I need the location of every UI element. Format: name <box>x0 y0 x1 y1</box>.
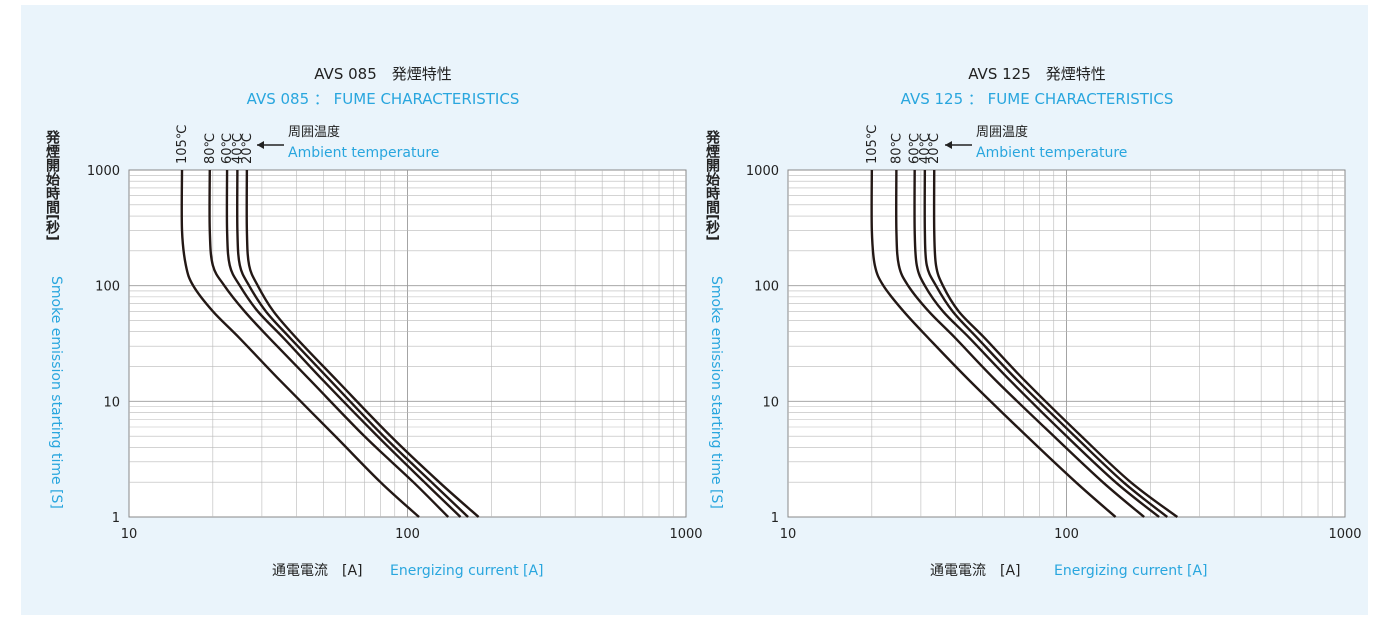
x-tick-label: 10 <box>780 527 797 542</box>
chart-title-en: AVS 085 ： FUME CHARACTERISTICS <box>247 90 520 108</box>
y-tick-label: 100 <box>95 280 120 295</box>
annotation-arrow <box>945 141 972 149</box>
x-axis-label-jp: 通電電流 [A] <box>930 563 1021 579</box>
series-label: 40℃ <box>918 133 933 164</box>
x-tick-label: 1000 <box>1328 527 1361 542</box>
chart-title-jp: AVS 085 発煙特性 <box>314 65 451 83</box>
annotation-arrow <box>257 141 284 149</box>
annotation-en: Ambient temperature <box>976 145 1127 161</box>
y-tick-label: 10 <box>762 395 779 410</box>
series-label: 60℃ <box>908 133 923 164</box>
chart-title-jp: AVS 125 発煙特性 <box>968 65 1105 83</box>
curve-105c <box>870 169 1117 518</box>
chart-title-en: AVS 125 ： FUME CHARACTERISTICS <box>901 90 1174 108</box>
y-axis-label-en: Smoke emission starting time [S] <box>708 276 724 509</box>
series-label: 80℃ <box>203 133 218 164</box>
series-label: 60℃ <box>220 133 235 164</box>
curve-40c <box>923 169 1168 518</box>
series-label: 105℃ <box>175 125 190 164</box>
annotation-jp: 周囲温度 <box>288 124 340 140</box>
y-tick-label: 1000 <box>87 164 120 179</box>
curve-20c <box>932 169 1179 518</box>
x-tick-label: 100 <box>395 527 420 542</box>
series-label: 20℃ <box>240 133 255 164</box>
x-tick-label: 1000 <box>669 527 702 542</box>
y-axis-label-jp: 発煙開始時間[秒] <box>704 129 721 240</box>
series-label: 80℃ <box>889 133 904 164</box>
series-label: 105℃ <box>865 125 880 164</box>
annotation-jp: 周囲温度 <box>976 124 1028 140</box>
plot-area <box>787 169 1346 518</box>
x-axis-label-jp: 通電電流 [A] <box>272 563 363 579</box>
curve-60c <box>225 169 462 518</box>
y-tick-label: 1000 <box>746 164 779 179</box>
series-label: 20℃ <box>927 133 942 164</box>
x-tick-label: 100 <box>1054 527 1079 542</box>
y-tick-label: 1 <box>771 511 779 526</box>
curve-80c <box>895 169 1145 518</box>
y-axis-label-jp: 発煙開始時間[秒] <box>44 129 61 240</box>
chart-avs085: AVS 085 発煙特性 AVS 085 ： FUME CHARACTERIST… <box>44 65 703 579</box>
chart-avs125: AVS 125 発煙特性 AVS 125 ： FUME CHARACTERIST… <box>704 65 1362 579</box>
y-tick-label: 100 <box>754 280 779 295</box>
y-axis-label-en: Smoke emission starting time [S] <box>48 276 64 509</box>
x-axis-label-en: Energizing current [A] <box>1054 563 1208 579</box>
curve-60c <box>913 169 1160 518</box>
series-label: 40℃ <box>230 133 245 164</box>
y-tick-label: 10 <box>103 395 120 410</box>
curve-80c <box>208 169 450 518</box>
curve-105c <box>180 169 420 518</box>
curve-20c <box>245 169 480 518</box>
x-axis-label-en: Energizing current [A] <box>390 563 544 579</box>
y-tick-label: 1 <box>112 511 120 526</box>
annotation-en: Ambient temperature <box>288 145 439 161</box>
curve-40c <box>236 169 469 518</box>
x-tick-label: 10 <box>121 527 138 542</box>
